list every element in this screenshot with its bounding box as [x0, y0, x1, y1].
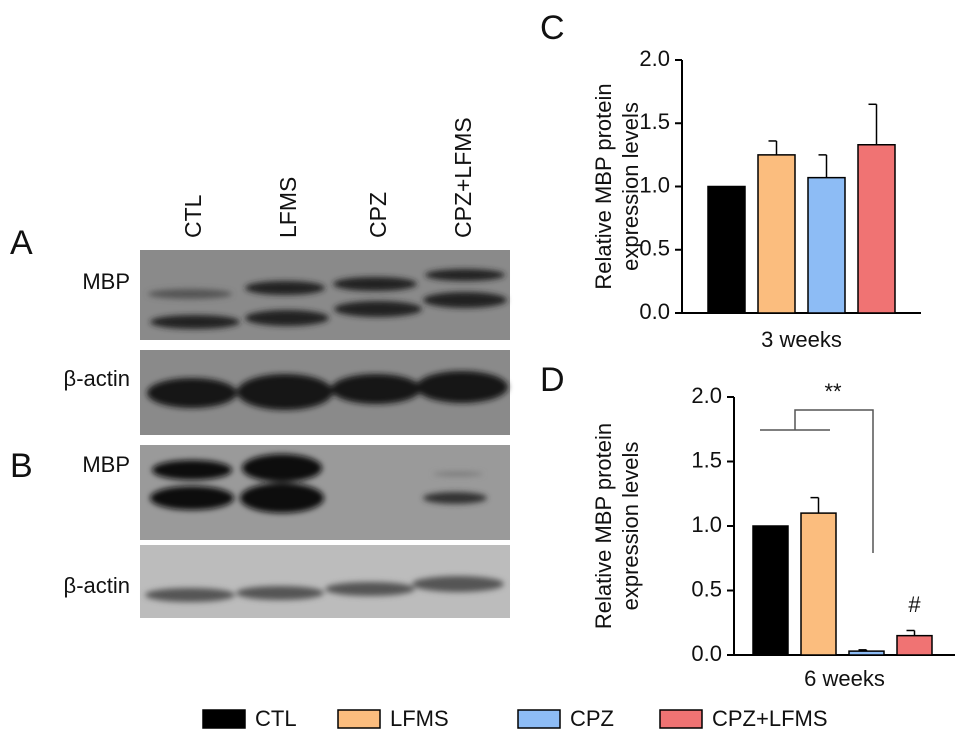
y-axis-label: expression levels [618, 442, 643, 611]
y-tick-label: 0.5 [691, 576, 722, 601]
lane-label: CPZ [365, 192, 391, 238]
annotation: # [908, 592, 921, 617]
significance-bracket [760, 409, 874, 553]
y-axis-label: Relative MBP protein [591, 423, 616, 629]
y-tick-label: 1.0 [639, 172, 670, 197]
bar [807, 176, 846, 314]
blot-row-label: β-actin [64, 366, 130, 391]
y-tick-label: 0.0 [639, 299, 670, 324]
panel-label: B [10, 447, 33, 485]
panel-label: C [540, 9, 565, 47]
legend-swatch [337, 709, 381, 729]
y-tick-label: 1.5 [639, 109, 670, 134]
bar [896, 634, 933, 656]
blot-row-label: MBP [82, 452, 130, 477]
panel-label: D [540, 361, 565, 399]
x-category-label: 3 weeks [761, 327, 842, 352]
y-tick-label: 0.5 [639, 236, 670, 261]
bar [848, 650, 885, 656]
y-tick-label: 2.0 [639, 46, 670, 71]
y-tick-label: 1.5 [691, 447, 722, 472]
x-category-label: 6 weeks [804, 666, 885, 691]
y-tick-label: 2.0 [691, 383, 722, 408]
legend-swatch [659, 709, 703, 729]
lane-label: CTL [180, 194, 206, 238]
y-tick-label: 0.0 [691, 641, 722, 666]
legend-label: LFMS [390, 706, 449, 731]
bar [857, 144, 896, 314]
lane-label: LFMS [275, 177, 301, 238]
y-axis-label: expression levels [618, 102, 643, 271]
blot-row-label: MBP [82, 269, 130, 294]
legend-swatch [202, 709, 246, 729]
annotation: ** [824, 379, 842, 404]
lane-label: CPZ+LFMS [450, 117, 476, 238]
legend-label: CTL [255, 706, 297, 731]
blot-row-label: β-actin [64, 573, 130, 598]
legend-label: CPZ [570, 706, 614, 731]
y-axis-label: Relative MBP protein [591, 83, 616, 289]
bar [757, 154, 796, 314]
panel-label: A [10, 224, 33, 262]
bar [752, 525, 789, 656]
y-tick-label: 1.0 [691, 512, 722, 537]
legend-swatch [517, 709, 561, 729]
bar [800, 512, 837, 656]
legend-label: CPZ+LFMS [712, 706, 828, 731]
blot-images [140, 250, 510, 618]
bar [707, 185, 746, 314]
